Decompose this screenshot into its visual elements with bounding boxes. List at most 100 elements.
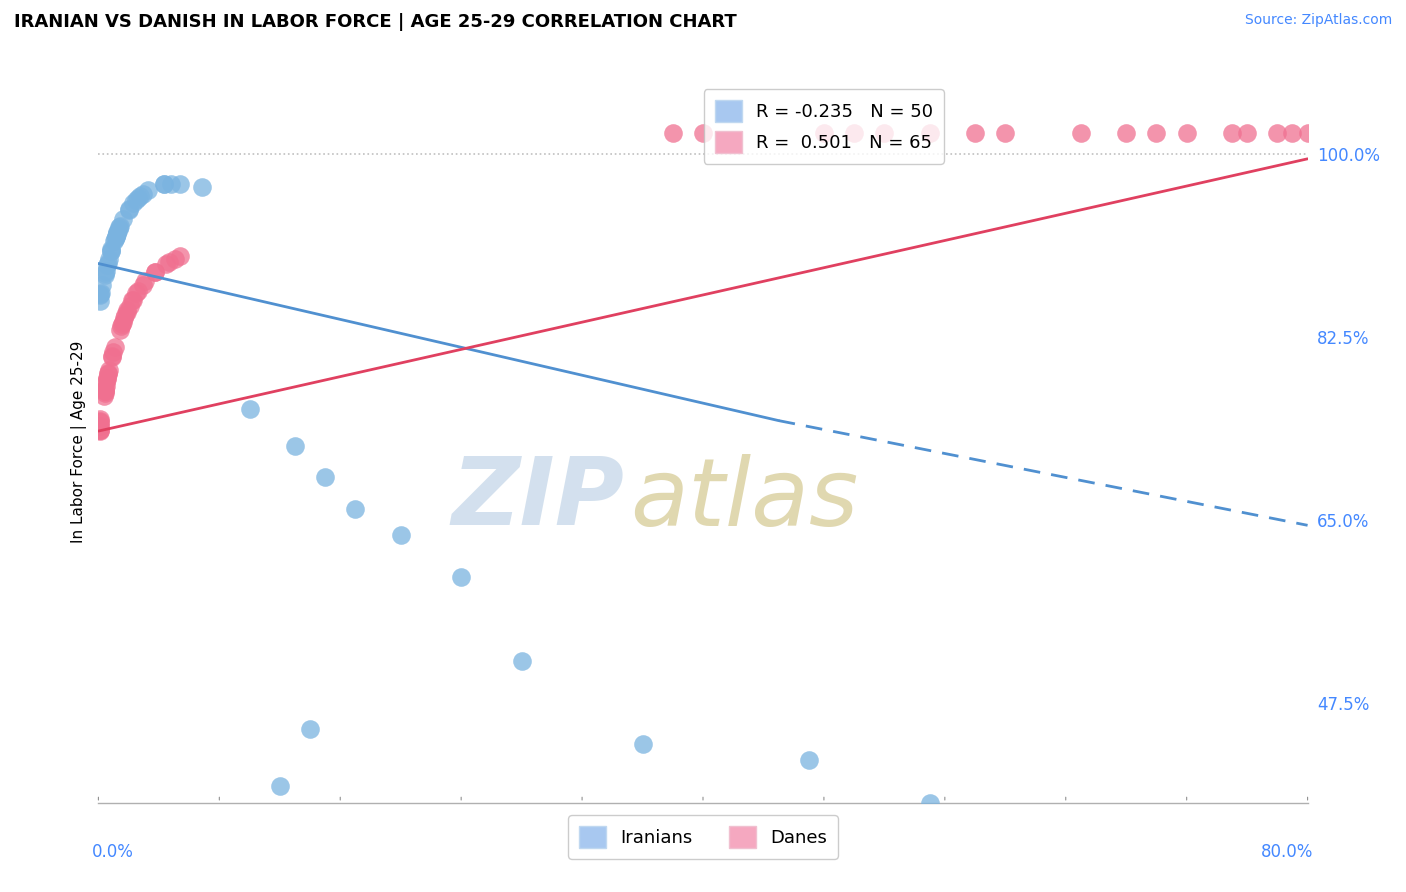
Point [103,234,125,248]
Point [844,126,866,140]
Point [91,278,114,293]
Point [125,286,148,301]
Point [1327,126,1350,140]
Point [105,226,128,240]
Point [127,191,149,205]
Text: atlas: atlas [630,454,859,545]
Point [1070,126,1092,140]
Point [89,419,111,434]
Point [661,126,683,140]
Point [965,126,987,140]
Point [101,349,124,363]
Point [1115,126,1137,140]
Point [1220,126,1243,140]
Point [93,268,115,282]
Point [118,299,141,313]
Point [89,414,111,428]
Point [169,177,191,191]
Point [93,389,115,403]
Point [89,288,111,302]
Text: 80.0%: 80.0% [1261,843,1313,861]
Point [112,211,135,226]
Point [314,470,336,484]
Point [115,305,138,319]
Text: 0.0%: 0.0% [93,843,134,861]
Point [108,220,131,235]
Point [132,186,155,201]
Point [163,252,186,266]
Point [121,293,143,308]
Point [153,178,176,192]
Point [269,780,291,794]
Point [117,303,139,318]
Y-axis label: In Labor Force | Age 25-29: In Labor Force | Age 25-29 [72,341,87,542]
Point [1175,126,1198,140]
Point [89,423,111,437]
Point [100,244,122,258]
Point [118,202,141,216]
Point [105,227,128,241]
Point [89,412,111,426]
Point [631,738,654,752]
Point [157,255,180,269]
Point [284,439,307,453]
Point [96,371,118,385]
Point [239,402,262,417]
Point [98,363,121,377]
Point [103,345,125,359]
Point [97,368,120,382]
Text: Source: ZipAtlas.com: Source: ZipAtlas.com [1244,13,1392,28]
Point [121,293,143,307]
Point [134,274,156,288]
Point [100,242,122,256]
Point [97,252,120,266]
Point [89,415,111,429]
Point [96,376,118,390]
Point [344,501,367,516]
Point [97,366,120,380]
Point [389,528,412,542]
Legend: Iranians, Danes: Iranians, Danes [568,815,838,859]
Point [136,183,159,197]
Point [131,277,153,292]
Point [104,232,127,246]
Point [89,287,111,301]
Point [813,126,835,140]
Point [994,126,1017,140]
Point [111,315,134,329]
Point [191,180,214,194]
Point [93,385,115,400]
Point [94,383,117,397]
Point [873,126,896,140]
Point [122,196,145,211]
Point [152,178,174,192]
Point [105,226,128,240]
Point [90,286,112,301]
Point [94,384,117,398]
Point [1267,126,1289,140]
Text: ZIP: ZIP [451,453,624,545]
Point [96,372,118,386]
Point [96,259,118,273]
Point [108,219,131,233]
Point [1296,126,1319,140]
Point [112,310,135,325]
Point [918,796,941,810]
Point [1281,126,1303,140]
Point [89,423,111,437]
Point [450,570,472,584]
Point [111,318,134,332]
Point [169,249,191,263]
Point [1386,126,1406,140]
Point [155,257,177,271]
Point [101,350,124,364]
Point [89,424,111,438]
Point [94,264,117,278]
Point [107,222,129,236]
Point [143,265,166,279]
Point [299,722,322,736]
Point [105,228,128,243]
Point [510,654,533,668]
Point [125,193,148,207]
Point [143,264,166,278]
